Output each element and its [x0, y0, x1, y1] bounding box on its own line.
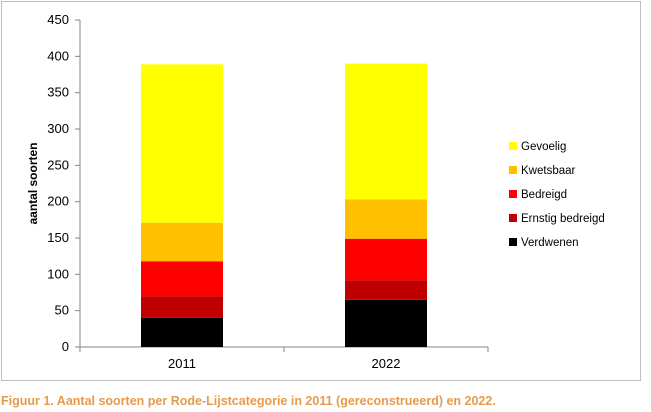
x-tick-label: 2011 — [168, 356, 196, 371]
bar-segment-bedreigd-2011 — [141, 261, 223, 297]
y-tick-label: 50 — [55, 303, 69, 318]
legend-swatch — [509, 142, 517, 150]
bar-segment-verdwenen-2011 — [141, 317, 223, 347]
bar-segment-bedreigd-2022 — [345, 238, 427, 281]
legend-swatch — [509, 166, 517, 174]
x-tick-label: 2022 — [372, 356, 401, 371]
legend-label: Bedreigd — [521, 189, 567, 201]
y-tick-label: 350 — [47, 85, 69, 100]
y-tick-label: 400 — [47, 48, 69, 63]
bar-segment-verdwenen-2022 — [345, 299, 427, 347]
legend-label: Verdwenen — [521, 237, 579, 249]
legend-swatch — [509, 238, 517, 246]
legend-label: Kwetsbaar — [521, 165, 576, 177]
legend-swatch — [509, 214, 517, 222]
bar-segment-kwetsbaar-2022 — [345, 199, 427, 239]
bar-segment-kwetsbaar-2011 — [141, 222, 223, 262]
y-tick-label: 300 — [47, 121, 69, 136]
figure-caption: Figuur 1. Aantal soorten per Rode-Lijstc… — [1, 394, 496, 408]
y-tick-label: 0 — [62, 339, 69, 354]
bar-segment-ernstig-bedreigd-2011 — [141, 296, 223, 318]
legend-label: Gevoelig — [521, 141, 566, 153]
y-axis-title: aantal soorten — [26, 142, 40, 224]
y-tick-label: 450 — [47, 12, 69, 27]
bar-segment-gevoelig-2011 — [141, 64, 223, 223]
legend-label: Ernstig bedreigd — [521, 213, 605, 225]
stacked-bar-chart: 0 50 100 150 200 250 300 350 400 450 aantal soorte… — [26, 12, 605, 371]
bar-segment-gevoelig-2022 — [345, 63, 427, 200]
legend-swatch — [509, 190, 517, 198]
y-tick-label: 250 — [47, 157, 69, 172]
y-tick-label: 150 — [47, 230, 69, 245]
bar-segment-ernstig-bedreigd-2022 — [345, 280, 427, 300]
y-tick-label: 200 — [47, 194, 69, 209]
y-tick-label: 100 — [47, 266, 69, 281]
chart-frame — [1, 1, 641, 381]
